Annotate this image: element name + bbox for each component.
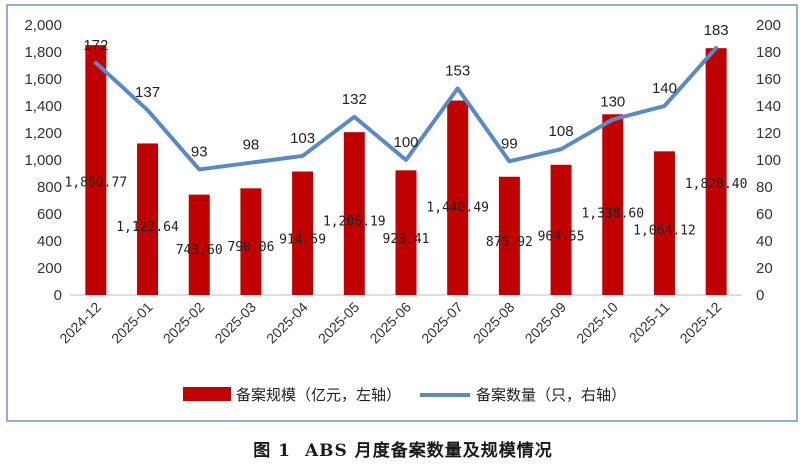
x-tick-label: 2025-09	[522, 299, 570, 347]
bar-data-label: 964.55	[538, 229, 585, 244]
x-tick-label: 2025-07	[418, 299, 466, 347]
x-tick-label: 2025-04	[263, 299, 311, 347]
bar-data-label: 1,828.40	[685, 177, 748, 192]
y-right-tick-label: 100	[756, 152, 781, 169]
bar-data-label: 1,122.64	[116, 220, 179, 235]
x-tick-label: 2025-03	[211, 299, 259, 347]
y-left-tick-label: 2,000	[24, 17, 62, 34]
bar-data-label: 790.06	[227, 240, 274, 255]
legend-line-label: 备案数量（只，右轴）	[476, 386, 626, 404]
count-data-label: 103	[290, 130, 315, 147]
count-data-label: 98	[243, 137, 260, 154]
y-left-tick-label: 600	[37, 206, 62, 223]
y-left-tick-label: 1,200	[24, 125, 62, 142]
x-tick-label: 2025-08	[470, 299, 518, 347]
figure-caption: 图 1 ABS 月度备案数量及规模情况	[0, 436, 806, 461]
bar	[395, 170, 417, 295]
count-data-label: 153	[445, 62, 470, 79]
count-data-label: 140	[652, 80, 677, 97]
y-left-tick-label: 1,000	[24, 152, 62, 169]
bar-data-label: 1,338.60	[581, 207, 644, 222]
bar-data-label: 743.60	[176, 243, 223, 258]
count-data-label: 93	[191, 143, 208, 160]
y-right-tick-label: 180	[756, 44, 781, 61]
x-tick-label: 2025-12	[677, 299, 725, 347]
bar-data-label: 923.41	[383, 232, 430, 247]
x-tick-label: 2025-01	[108, 299, 156, 347]
y-left-tick-label: 1,800	[24, 44, 62, 61]
y-right-tick-label: 140	[756, 98, 781, 115]
bar	[705, 48, 727, 295]
y-left-tick-label: 1,400	[24, 98, 62, 115]
y-right-tick-label: 120	[756, 125, 781, 142]
x-tick-label: 2025-05	[315, 299, 363, 347]
x-tick-label: 2024-12	[56, 299, 104, 347]
y-right-tick-label: 20	[756, 260, 773, 277]
bar	[240, 188, 262, 295]
count-data-label: 100	[393, 134, 418, 151]
bar	[602, 114, 624, 295]
x-tick-label: 2025-10	[573, 299, 621, 347]
count-data-label: 183	[704, 22, 729, 39]
y-right-tick-label: 0	[756, 287, 764, 304]
count-data-label: 99	[501, 135, 518, 152]
bar	[343, 132, 365, 295]
y-left-tick-label: 0	[54, 287, 62, 304]
y-right-tick-label: 160	[756, 71, 781, 88]
legend-bar-swatch	[183, 387, 231, 401]
count-line	[93, 45, 719, 172]
y-left-tick-label: 400	[37, 233, 62, 250]
y-left-tick-label: 200	[37, 260, 62, 277]
y-left-tick-label: 1,600	[24, 71, 62, 88]
bar-data-label: 1,850.77	[65, 176, 128, 191]
bar	[653, 151, 675, 295]
legend-bar-label: 备案规模（亿元，左轴）	[236, 386, 401, 404]
x-tick-label: 2025-11	[626, 299, 673, 346]
dual-axis-chart: 02004006008001,0001,2001,4001,6001,8002,…	[24, 17, 781, 404]
count-data-label: 132	[342, 91, 367, 108]
figure-number: 图 1	[253, 441, 291, 461]
bar	[188, 194, 210, 295]
count-data-label: 172	[83, 37, 108, 54]
y-right-tick-label: 40	[756, 233, 773, 250]
y-right-tick-label: 60	[756, 206, 773, 223]
count-data-label: 137	[135, 84, 160, 101]
bar	[550, 164, 572, 295]
bar	[137, 143, 159, 295]
bar-data-label: 875.92	[486, 235, 533, 250]
y-right-tick-label: 80	[756, 179, 773, 196]
bar	[447, 100, 469, 296]
bar-data-label: 914.59	[279, 232, 326, 247]
bar-data-label: 1,206.19	[323, 215, 386, 230]
y-left-tick-label: 800	[37, 179, 62, 196]
bar-data-label: 1,064.12	[633, 223, 696, 238]
x-tick-label: 2025-06	[366, 299, 414, 347]
bar	[498, 176, 520, 295]
bar	[292, 171, 314, 295]
count-data-label: 108	[549, 123, 574, 140]
y-right-tick-label: 200	[756, 17, 781, 34]
bar	[85, 45, 107, 295]
figure-title: ABS 月度备案数量及规模情况	[304, 441, 553, 461]
count-data-label: 130	[600, 94, 625, 111]
bar-data-label: 1,440.49	[426, 200, 489, 215]
x-tick-label: 2025-02	[160, 299, 208, 347]
